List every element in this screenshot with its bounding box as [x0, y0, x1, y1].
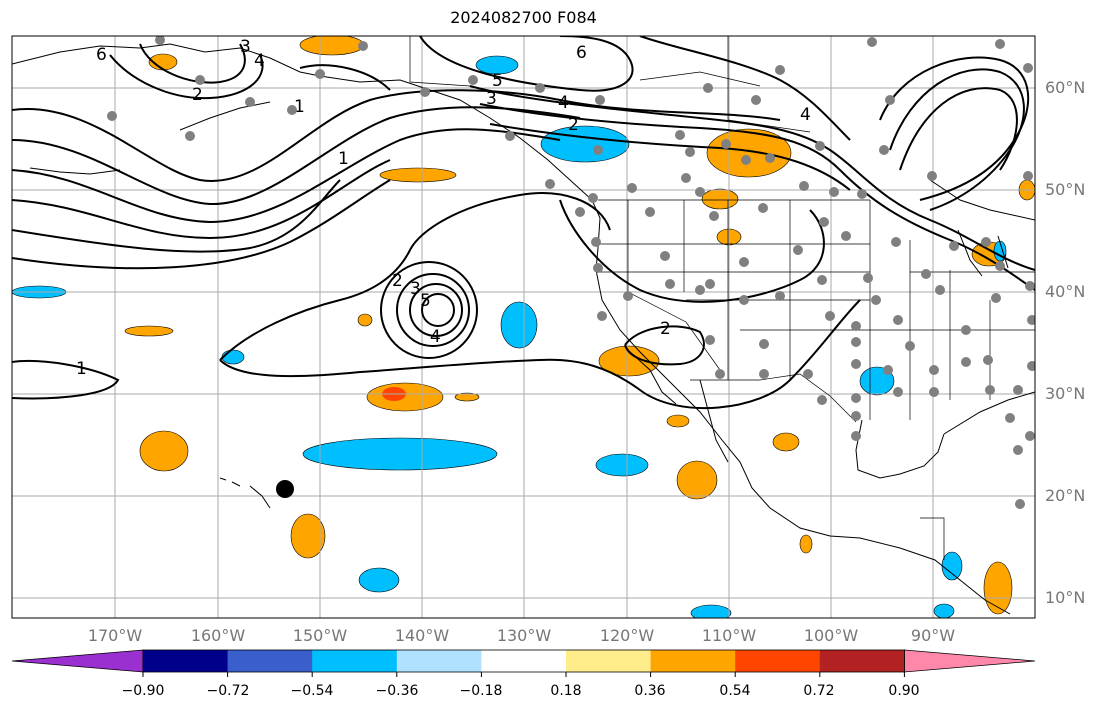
- colorbar-tick-label: 0.36: [634, 683, 666, 699]
- lon-label: 90°W: [910, 626, 956, 645]
- colorbar-segment: [650, 650, 736, 672]
- colorbar-tick-label: 0.54: [719, 683, 751, 699]
- contour-label: 6: [576, 43, 587, 63]
- lon-label: 130°W: [496, 626, 552, 645]
- lon-label: 170°W: [87, 626, 143, 645]
- coastlines: [12, 43, 1035, 615]
- colorbar-tick-label: −0.72: [206, 683, 250, 699]
- contour-label: 3: [240, 37, 251, 57]
- negative-anomaly-regions: [12, 55, 1007, 618]
- lon-label: 150°W: [292, 626, 348, 645]
- contour-label: 1: [338, 149, 349, 169]
- colorbar-tick-label: −0.36: [375, 683, 419, 699]
- contour-label: 5: [420, 291, 431, 311]
- lat-label: 40°N: [1045, 282, 1086, 301]
- colorbar-segment: [735, 650, 821, 672]
- contour-label: 1: [76, 359, 87, 379]
- colorbar-outline: [142, 649, 905, 673]
- map-title: 2024082700 F084: [450, 8, 597, 27]
- contour-label: 2: [568, 115, 579, 135]
- contour-labels: 6 4 3 2 1 5 4 3 2 1 6 4 2 3 4 5 2 1: [76, 37, 811, 379]
- colorbar: [11, 649, 1036, 677]
- colorbar-segment: [566, 650, 652, 672]
- lon-label: 120°W: [599, 626, 655, 645]
- contour-label: 2: [660, 319, 671, 339]
- colorbar-extend-high: [904, 649, 1036, 673]
- lat-label: 50°N: [1045, 180, 1086, 199]
- contour-label: 4: [254, 51, 265, 71]
- contour-label: 4: [800, 105, 811, 125]
- lon-label: 100°W: [803, 626, 859, 645]
- contour-lines: [12, 36, 1035, 410]
- contour-label: 2: [392, 271, 403, 291]
- colorbar-segment: [396, 650, 482, 672]
- colorbar-extend-low: [11, 649, 144, 673]
- contour-label: 1: [294, 97, 305, 117]
- colorbar-segment: [227, 650, 313, 672]
- colorbar-tick-label: 0.18: [550, 683, 582, 699]
- station-markers: [107, 36, 1035, 509]
- colorbar-tick-label: 0.90: [888, 683, 920, 699]
- graticule: [12, 36, 1035, 618]
- lat-label: 30°N: [1045, 384, 1086, 403]
- contour-label: 2: [192, 85, 203, 105]
- colorbar-tick-label: −0.54: [290, 683, 334, 699]
- colorbar-tick-label: −0.90: [121, 683, 165, 699]
- contour-label: 4: [430, 327, 441, 347]
- state-borders: [409, 36, 1035, 560]
- colorbar-segment: [819, 650, 905, 672]
- colorbar-segment: [143, 650, 229, 672]
- contour-label: 5: [492, 71, 503, 91]
- contour-label: 4: [558, 93, 569, 113]
- lat-label: 10°N: [1045, 588, 1086, 607]
- contour-label: 6: [96, 45, 107, 65]
- marked-location-dot: [276, 480, 294, 498]
- lon-label: 160°W: [190, 626, 246, 645]
- contour-label: 3: [410, 279, 421, 299]
- lat-label: 60°N: [1045, 78, 1086, 97]
- lat-label: 20°N: [1045, 486, 1086, 505]
- lon-label: 110°W: [701, 626, 757, 645]
- colorbar-tick-label: −0.18: [459, 683, 503, 699]
- colorbar-segment: [481, 650, 567, 672]
- lon-label: 140°W: [394, 626, 450, 645]
- colorbar-tick-label: 0.72: [803, 683, 835, 699]
- contour-label: 3: [486, 89, 497, 109]
- colorbar-segment: [312, 650, 398, 672]
